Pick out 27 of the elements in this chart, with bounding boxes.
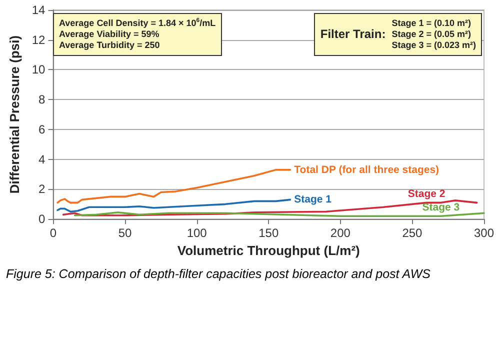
line-series [56, 198, 292, 213]
x-tick-label: 100 [186, 226, 208, 240]
text: Average Cell Density = 1.84 × 10$^{6}$/mL Average Viability = 59% Average Turbidity = 250 [59, 18, 216, 50]
y-tick-label: 10 [32, 62, 46, 77]
y-tick-label: 12 [32, 32, 46, 47]
x-tick-label: 250 [402, 226, 423, 240]
series-label: Stage 3 [422, 202, 460, 214]
x-tick-label: 300 [474, 226, 494, 240]
series-label: Total DP (for all three stages) [294, 164, 440, 176]
x-tick-label: 0 [50, 226, 57, 240]
y-tick-label: 4 [38, 152, 46, 166]
series-label: Stage 2 [408, 188, 446, 200]
y-axis-title: Differential Pressure (psi) [7, 35, 22, 194]
series-label: Stage 1 [294, 194, 332, 206]
x-tick-label: 50 [118, 226, 132, 240]
caption: Figure 5: Comparison of depth-filter capacities post bioreactor and post AWS [5, 266, 432, 282]
y-tick-label: 14 [32, 3, 46, 17]
x-tick-label: 150 [258, 226, 279, 240]
x-tick-label: 200 [330, 226, 351, 240]
line-series [56, 168, 292, 204]
y-tick-label: 2 [38, 182, 46, 196]
annotation: Stage 1 = (0.10 m²) Stage 2 = (0.05 m²) Stage 3 = (0.023 m²) [392, 18, 476, 51]
y-tick-label: 0 [38, 212, 46, 226]
x-axis-title: Volumetric Throughput (L/m²) [177, 243, 360, 258]
y-tick-label: 8 [38, 92, 46, 107]
y-tick-label: 6 [38, 122, 46, 136]
annotation: Filter Train: [320, 27, 386, 41]
